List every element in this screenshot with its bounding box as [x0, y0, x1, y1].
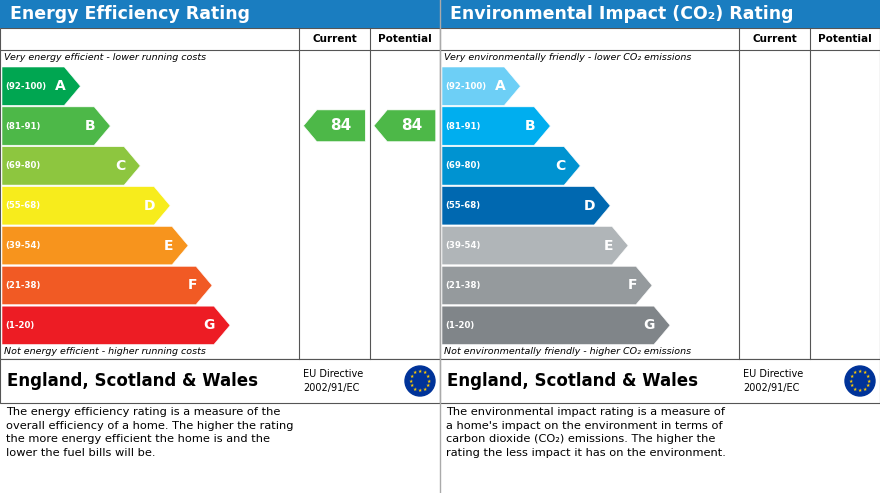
Text: Current: Current: [752, 34, 796, 44]
Text: ★: ★: [854, 370, 857, 376]
Text: (21-38): (21-38): [5, 281, 40, 290]
Text: ★: ★: [422, 370, 427, 376]
Polygon shape: [2, 226, 188, 265]
Text: (92-100): (92-100): [445, 82, 486, 91]
Text: EU Directive
2002/91/EC: EU Directive 2002/91/EC: [304, 369, 363, 392]
Text: (1-20): (1-20): [445, 321, 474, 330]
Bar: [440, 359, 880, 403]
Text: (92-100): (92-100): [5, 82, 46, 91]
Text: (81-91): (81-91): [445, 122, 480, 131]
Text: C: C: [555, 159, 565, 173]
Text: The energy efficiency rating is a measure of the
overall efficiency of a home. T: The energy efficiency rating is a measur…: [6, 407, 294, 458]
Text: England, Scotland & Wales: England, Scotland & Wales: [7, 372, 258, 390]
Polygon shape: [442, 266, 652, 305]
Polygon shape: [442, 67, 520, 106]
Text: E: E: [164, 239, 173, 252]
Text: Very energy efficient - lower running costs: Very energy efficient - lower running co…: [4, 54, 206, 63]
Text: G: G: [643, 318, 655, 332]
Text: EU Directive
2002/91/EC: EU Directive 2002/91/EC: [744, 369, 803, 392]
Text: E: E: [604, 239, 613, 252]
Bar: [0, 0, 440, 28]
Polygon shape: [2, 107, 110, 145]
Text: D: D: [143, 199, 155, 213]
Bar: [0, 359, 440, 403]
Text: The environmental impact rating is a measure of
a home's impact on the environme: The environmental impact rating is a mea…: [446, 407, 726, 458]
Text: A: A: [495, 79, 505, 93]
Polygon shape: [2, 266, 212, 305]
Text: ★: ★: [418, 388, 422, 393]
Text: ★: ★: [422, 387, 427, 391]
Text: Not environmentally friendly - higher CO₂ emissions: Not environmentally friendly - higher CO…: [444, 348, 691, 356]
Text: Current: Current: [312, 34, 356, 44]
Text: (81-91): (81-91): [5, 122, 40, 131]
Text: (69-80): (69-80): [445, 161, 480, 171]
Polygon shape: [374, 110, 436, 141]
Text: 84: 84: [401, 118, 422, 133]
Text: (39-54): (39-54): [5, 241, 40, 250]
Text: Potential: Potential: [818, 34, 872, 44]
Polygon shape: [442, 186, 610, 225]
Text: Environmental Impact (CO₂) Rating: Environmental Impact (CO₂) Rating: [450, 5, 794, 23]
Text: ★: ★: [866, 374, 870, 379]
Text: (55-68): (55-68): [445, 201, 480, 210]
Text: ★: ★: [414, 387, 417, 391]
Text: ★: ★: [862, 370, 867, 376]
Text: Potential: Potential: [378, 34, 432, 44]
Text: ★: ★: [410, 383, 414, 388]
Polygon shape: [2, 306, 230, 345]
Text: A: A: [55, 79, 65, 93]
Polygon shape: [442, 306, 670, 345]
Text: ★: ★: [858, 388, 862, 393]
Text: ★: ★: [850, 383, 854, 388]
Text: England, Scotland & Wales: England, Scotland & Wales: [447, 372, 698, 390]
Text: (55-68): (55-68): [5, 201, 40, 210]
Bar: [440, 0, 880, 28]
Text: ★: ★: [850, 374, 854, 379]
Text: ★: ★: [410, 374, 414, 379]
Polygon shape: [2, 186, 170, 225]
Text: 84: 84: [331, 118, 352, 133]
Polygon shape: [2, 67, 80, 106]
Text: Energy Efficiency Rating: Energy Efficiency Rating: [10, 5, 250, 23]
Text: G: G: [203, 318, 215, 332]
Text: Very environmentally friendly - lower CO₂ emissions: Very environmentally friendly - lower CO…: [444, 54, 692, 63]
Text: F: F: [187, 279, 197, 292]
Bar: [0, 28, 440, 359]
Text: ★: ★: [858, 369, 862, 374]
Text: (69-80): (69-80): [5, 161, 40, 171]
Text: B: B: [84, 119, 95, 133]
Bar: [440, 28, 880, 359]
Text: ★: ★: [426, 374, 430, 379]
Text: D: D: [583, 199, 595, 213]
Text: ★: ★: [418, 369, 422, 374]
Circle shape: [845, 366, 875, 396]
Text: ★: ★: [426, 383, 430, 388]
Text: C: C: [115, 159, 125, 173]
Polygon shape: [442, 226, 628, 265]
Polygon shape: [442, 107, 550, 145]
Circle shape: [405, 366, 435, 396]
Text: Not energy efficient - higher running costs: Not energy efficient - higher running co…: [4, 348, 206, 356]
Text: ★: ★: [862, 387, 867, 391]
Text: (39-54): (39-54): [445, 241, 480, 250]
Text: ★: ★: [848, 379, 853, 384]
Text: ★: ★: [854, 387, 857, 391]
Text: B: B: [524, 119, 535, 133]
Text: ★: ★: [427, 379, 431, 384]
Text: (1-20): (1-20): [5, 321, 34, 330]
Polygon shape: [442, 147, 580, 185]
Text: F: F: [627, 279, 637, 292]
Text: ★: ★: [408, 379, 413, 384]
Text: ★: ★: [866, 383, 870, 388]
Text: ★: ★: [867, 379, 871, 384]
Polygon shape: [2, 147, 140, 185]
Text: ★: ★: [414, 370, 417, 376]
Text: (21-38): (21-38): [445, 281, 480, 290]
Polygon shape: [304, 110, 365, 141]
